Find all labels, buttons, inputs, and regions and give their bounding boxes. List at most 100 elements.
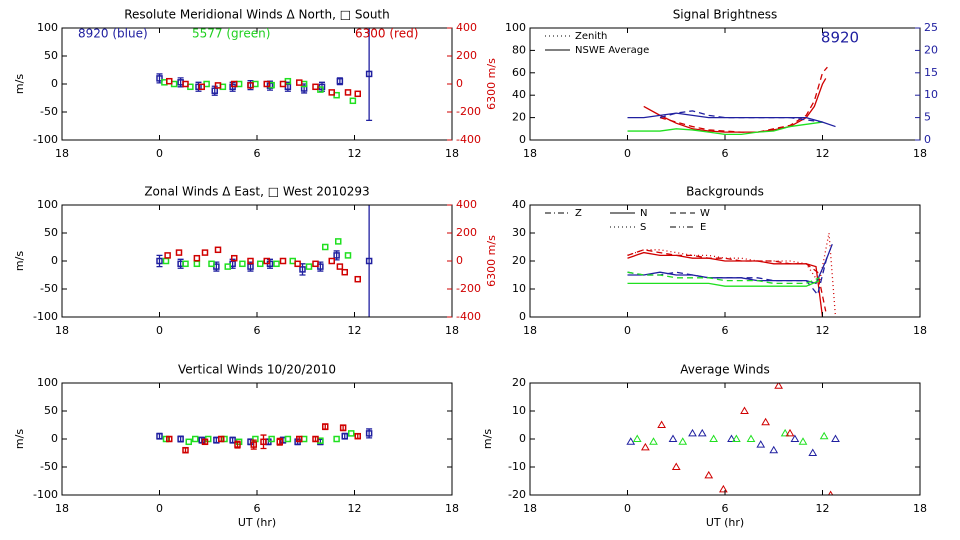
x-tick-label: 18 bbox=[445, 502, 459, 515]
x-tick-label: 12 bbox=[348, 324, 362, 337]
data-point bbox=[785, 428, 795, 437]
data-point bbox=[354, 275, 361, 283]
data-point bbox=[279, 80, 287, 88]
data-point bbox=[166, 435, 173, 443]
y2-tick-label: 25 bbox=[924, 21, 938, 34]
y-tick-label: 0 bbox=[519, 310, 526, 323]
y-tick-label: -10 bbox=[508, 460, 526, 473]
data-point bbox=[192, 435, 199, 443]
x-tick-label: 12 bbox=[816, 147, 830, 160]
x-tick-label: 0 bbox=[624, 147, 631, 160]
error-bar bbox=[368, 205, 370, 317]
data-point bbox=[649, 437, 658, 445]
x-tick-label: 0 bbox=[624, 324, 631, 337]
data-point bbox=[339, 424, 347, 432]
x-tick-label: 18 bbox=[913, 147, 927, 160]
data-point bbox=[668, 434, 678, 442]
data-point bbox=[185, 438, 192, 446]
data-point bbox=[214, 82, 222, 89]
data-point bbox=[657, 420, 666, 428]
data-point bbox=[336, 263, 344, 270]
x-tick-label: 12 bbox=[348, 502, 362, 515]
data-point bbox=[732, 434, 741, 442]
data-point bbox=[678, 437, 688, 445]
data-point bbox=[365, 70, 373, 78]
data-point bbox=[198, 83, 205, 91]
y-tick-label: 0 bbox=[51, 77, 58, 90]
y-tick-label: 0 bbox=[51, 254, 58, 267]
legend-label: NSWE Average bbox=[575, 45, 649, 56]
data-point bbox=[231, 254, 238, 262]
data-point bbox=[322, 423, 329, 430]
y2-tick-label: -200 bbox=[456, 105, 481, 118]
error-bar bbox=[156, 254, 163, 268]
data-point bbox=[746, 434, 756, 442]
series-line bbox=[627, 251, 824, 317]
y-tick-label: 80 bbox=[512, 43, 526, 56]
data-point bbox=[239, 260, 246, 268]
data-point bbox=[336, 77, 344, 85]
legend-label: S bbox=[640, 222, 646, 233]
y2-tick-label: 200 bbox=[456, 226, 477, 239]
x-tick-label: 18 bbox=[523, 502, 537, 515]
series-line bbox=[627, 271, 820, 285]
series-line bbox=[627, 232, 837, 317]
data-point bbox=[808, 448, 818, 456]
legend-label: W bbox=[700, 208, 710, 219]
x-tick-label: 6 bbox=[722, 502, 729, 515]
plot-area bbox=[627, 66, 836, 136]
y-tick-label: 40 bbox=[512, 88, 526, 101]
data-point bbox=[348, 430, 355, 437]
data-point bbox=[719, 484, 728, 493]
data-point bbox=[294, 260, 301, 268]
y2-tick-label: -400 bbox=[456, 310, 481, 323]
data-point bbox=[697, 428, 707, 437]
data-point bbox=[333, 252, 340, 259]
data-point bbox=[305, 263, 313, 270]
data-point bbox=[333, 435, 340, 443]
data-point bbox=[328, 89, 335, 96]
data-point bbox=[819, 431, 829, 440]
plot-frame bbox=[529, 382, 921, 496]
x-tick-label: 18 bbox=[445, 324, 459, 337]
y2-tick-label: 0 bbox=[456, 77, 463, 90]
y-tick-label: 100 bbox=[37, 21, 58, 34]
x-tick-label: 12 bbox=[816, 324, 830, 337]
data-point bbox=[798, 437, 808, 445]
y2-tick-label: -400 bbox=[456, 133, 481, 146]
data-point bbox=[831, 434, 840, 442]
y-tick-label: -20 bbox=[508, 488, 526, 501]
y2-tick-label: 0 bbox=[456, 254, 463, 267]
x-tick-label: 12 bbox=[348, 147, 362, 160]
y-tick-label: 40 bbox=[512, 198, 526, 211]
y2-tick-label: 0 bbox=[924, 133, 931, 146]
x-tick-label: 18 bbox=[523, 147, 537, 160]
data-point bbox=[312, 435, 319, 443]
y-tick-label: 100 bbox=[37, 198, 58, 211]
data-point bbox=[312, 260, 319, 268]
data-point bbox=[344, 252, 352, 259]
x-tick-label: 6 bbox=[722, 324, 729, 337]
data-point bbox=[740, 406, 749, 414]
data-point bbox=[201, 438, 209, 446]
legend-label: Zenith bbox=[575, 31, 607, 42]
x-tick-label: 0 bbox=[156, 502, 163, 515]
data-point bbox=[276, 438, 283, 446]
y2-tick-label: 200 bbox=[456, 49, 477, 62]
data-point bbox=[704, 470, 714, 479]
data-point bbox=[626, 437, 636, 445]
series-line bbox=[627, 255, 829, 297]
x-tick-label: 18 bbox=[445, 147, 459, 160]
data-point bbox=[166, 77, 173, 85]
data-point bbox=[349, 97, 357, 105]
plot-area bbox=[627, 232, 837, 317]
x-tick-label: 6 bbox=[254, 324, 261, 337]
data-point bbox=[175, 249, 183, 256]
y-tick-label: -50 bbox=[40, 460, 58, 473]
y2-tick-label: 5 bbox=[924, 111, 931, 124]
data-point bbox=[263, 257, 270, 265]
y-tick-label: 50 bbox=[44, 404, 58, 417]
annotation: 6300 (red) bbox=[355, 27, 418, 41]
data-point bbox=[182, 446, 189, 454]
data-point bbox=[260, 438, 267, 446]
